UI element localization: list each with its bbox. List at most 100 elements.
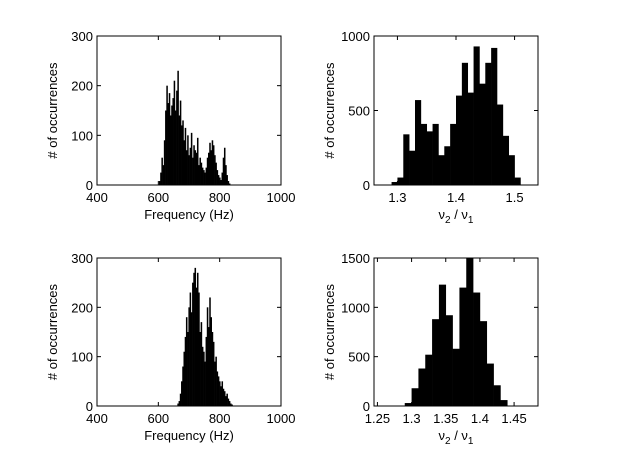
histogram-bar xyxy=(182,120,184,185)
histogram-bar xyxy=(420,123,428,185)
histogram-bar xyxy=(217,376,220,406)
y-tick-label: 500 xyxy=(348,104,370,119)
x-tick-label: 1.4 xyxy=(471,411,489,426)
bars xyxy=(404,258,508,406)
histogram-bar xyxy=(192,157,194,185)
histogram-bar xyxy=(452,348,460,406)
histogram-bar xyxy=(409,150,416,185)
panel-top-right-ratio-histogram: 1.3 1.4 1.5 0 500 1000 # of occurrences ν2 / ν1 xyxy=(322,29,539,226)
histogram-bar xyxy=(184,127,187,185)
histogram-bar xyxy=(221,381,224,406)
histogram-bar xyxy=(185,150,188,185)
histogram-bar xyxy=(214,155,216,185)
histogram-bar xyxy=(177,70,179,185)
histogram-bar xyxy=(162,165,165,185)
histogram-bar xyxy=(181,125,183,185)
histogram-bar xyxy=(184,336,187,406)
histogram-bar xyxy=(479,321,488,406)
histogram-bar xyxy=(230,403,232,406)
histogram-bar xyxy=(167,103,170,185)
y-tick-label: 1000 xyxy=(341,29,370,44)
histogram-bar xyxy=(183,140,186,185)
histogram-bar xyxy=(206,307,209,406)
histogram-bar xyxy=(179,393,182,406)
histogram-bar xyxy=(208,327,210,406)
histogram-bar xyxy=(168,93,171,185)
y-tick-label: 500 xyxy=(348,350,370,365)
histogram-bar xyxy=(208,152,210,185)
histogram-bar xyxy=(210,317,212,406)
histogram-bar xyxy=(209,297,211,406)
histogram-bar xyxy=(216,170,219,185)
histogram-bar xyxy=(189,292,192,406)
histogram-bar xyxy=(206,157,209,185)
x-tick-label: 1.3 xyxy=(388,190,406,205)
histogram-bar xyxy=(226,175,228,185)
histogram-bar xyxy=(461,62,469,185)
x-tick-label: 800 xyxy=(209,411,231,426)
histogram-bar xyxy=(176,90,178,185)
histogram-bar xyxy=(220,180,222,185)
y-axis-label: # of occurrences xyxy=(322,62,337,159)
histogram-bar xyxy=(444,146,451,185)
y-tick-label: 100 xyxy=(71,350,93,365)
histogram-bar xyxy=(225,165,227,185)
histogram-bar xyxy=(194,150,197,185)
histogram-bar xyxy=(182,366,184,406)
y-tick-label: 200 xyxy=(71,79,93,94)
histogram-bar xyxy=(217,175,220,185)
histogram-bar xyxy=(211,332,214,406)
histogram-bar xyxy=(187,135,189,185)
histogram-bar xyxy=(181,381,183,406)
histogram-bar xyxy=(227,181,230,185)
histogram-bar xyxy=(161,157,163,185)
histogram-bar xyxy=(189,147,192,185)
histogram-bar xyxy=(426,131,433,185)
histogram-bar xyxy=(212,341,215,406)
histogram-bar xyxy=(199,157,201,185)
histogram-bar xyxy=(195,287,198,406)
histogram-bar xyxy=(220,386,222,406)
histogram-bar xyxy=(178,401,181,406)
y-tick-label: 300 xyxy=(71,29,93,44)
histogram-bar xyxy=(211,140,214,185)
histogram-bar xyxy=(467,92,474,185)
histogram-bar xyxy=(438,155,445,185)
histogram-bar xyxy=(177,403,179,406)
histogram-bar xyxy=(216,371,219,406)
axes-frame xyxy=(96,35,282,186)
histogram-bar xyxy=(196,272,199,406)
histogram-bar xyxy=(160,172,162,185)
x-axis-label: ν2 / ν1 xyxy=(439,428,474,447)
x-tick-label: 400 xyxy=(86,411,108,426)
histogram-bar xyxy=(415,100,422,185)
histogram-bar xyxy=(198,165,200,185)
histogram-bar xyxy=(203,170,205,185)
panel-top-left-frequency-histogram: 400 600 800 1000 0 100 200 300 # of occurrences F… xyxy=(45,29,295,222)
histogram-bar xyxy=(514,177,521,185)
histogram-bar xyxy=(205,336,208,406)
panel-bottom-right-ratio-histogram: 1.25 1.3 1.35 1.4 1.45 0 500 1000 1500 # of occur… xyxy=(322,251,539,447)
y-tick-label: 0 xyxy=(86,178,93,193)
axes-frame xyxy=(373,257,539,407)
histogram-bar xyxy=(479,83,486,185)
histogram-bar xyxy=(183,351,186,406)
y-tick-label: 1500 xyxy=(341,251,370,266)
histogram-bar xyxy=(473,46,480,186)
histogram-bar xyxy=(190,312,193,406)
histogram-bar xyxy=(194,267,197,406)
histogram-bar xyxy=(226,393,228,406)
histogram-bar xyxy=(212,145,215,185)
histogram-bar xyxy=(163,140,166,185)
x-tick-label: 1.5 xyxy=(506,190,524,205)
histogram-bar xyxy=(227,398,230,406)
histogram-bar xyxy=(223,147,226,185)
histogram-bar xyxy=(223,391,226,406)
histogram-bar xyxy=(173,80,176,185)
histogram-bar xyxy=(473,292,481,406)
histogram-bar xyxy=(195,152,198,185)
axes-frame xyxy=(96,257,282,407)
y-tick-label: 300 xyxy=(71,251,93,266)
histogram-bar xyxy=(231,404,233,406)
